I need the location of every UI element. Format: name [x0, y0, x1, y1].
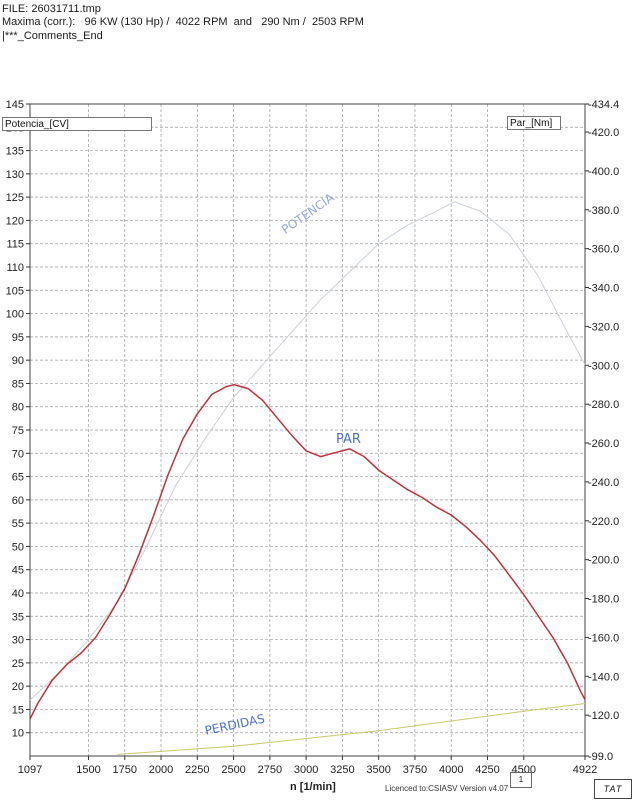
x-tick-label: 2250	[185, 764, 209, 776]
right-tick-label: -120.0	[588, 710, 619, 722]
right-tick-label: -420.0	[588, 127, 619, 139]
left-tick-label: 105	[6, 285, 24, 297]
x-tick-label: 2750	[258, 764, 282, 776]
x-tick-label: 1500	[76, 764, 100, 776]
right-tick-label: -300.0	[588, 360, 619, 372]
x-tick-label: 1750	[113, 764, 137, 776]
x-tick-label: 4922	[573, 764, 597, 776]
left-tick-label: 145	[6, 99, 24, 111]
left-axis-ticks: 10 15 20 25 30 35 40 45 50 55 60 65 70 75 80 85 90 95 100 1…	[6, 99, 30, 740]
left-tick-label: 110	[6, 262, 24, 274]
right-tick-label: -99.0	[588, 751, 613, 763]
left-tick-label: 65	[12, 472, 24, 484]
grid-lines	[29, 103, 586, 756]
x-tick-label: 4250	[475, 764, 499, 776]
left-tick-label: 40	[12, 588, 24, 600]
right-tick-label: -380.0	[588, 205, 619, 217]
x-tick-label: 3750	[403, 764, 427, 776]
right-tick-label: -400.0	[588, 166, 619, 178]
right-axis-ticks: -99.0 -120.0 -140.0 -160.0 -180.0 -200.0 -220.…	[585, 99, 619, 763]
left-tick-label: 60	[12, 495, 24, 507]
left-tick-label: 125	[6, 192, 24, 204]
left-tick-label: 30	[12, 635, 24, 647]
left-tick-label: 10	[12, 728, 24, 740]
left-tick-label: 135	[6, 146, 24, 158]
right-tick-label: -340.0	[588, 283, 619, 295]
x-tick-label: 2000	[149, 764, 173, 776]
legend-potencia: Potencia_[CV]	[2, 117, 152, 131]
right-tick-label: -200.0	[588, 555, 619, 567]
series-line-perdidas	[117, 703, 586, 755]
maxima-line: Maxima (corr.): 96 KW (130 Hp) / 4022 RP…	[2, 16, 364, 28]
left-tick-label: 55	[12, 518, 24, 530]
left-tick-label: 80	[12, 402, 24, 414]
left-tick-label: 115	[6, 239, 24, 251]
tat-logo: TAT	[594, 779, 632, 799]
series-line-par-nm	[29, 383, 586, 720]
right-tick-label: -320.0	[588, 321, 619, 333]
right-tick-label: -260.0	[588, 438, 619, 450]
left-tick-label: 120	[6, 215, 24, 227]
right-tick-label: -280.0	[588, 399, 619, 411]
comments-end-line: |***_Comments_End	[2, 30, 103, 42]
left-tick-label: 95	[12, 332, 24, 344]
left-tick-label: 25	[12, 658, 24, 670]
left-tick-label: 85	[12, 378, 24, 390]
x-tick-label: 3250	[330, 764, 354, 776]
annotation-par: PAR	[336, 432, 361, 447]
cursor-marker: 1	[510, 772, 532, 788]
left-tick-label: 20	[12, 681, 24, 693]
right-tick-label: -360.0	[588, 244, 619, 256]
x-tick-label: 3000	[294, 764, 318, 776]
right-tick-label: -240.0	[588, 477, 619, 489]
series-layer	[29, 201, 586, 755]
x-tick-label: 1097	[18, 764, 42, 776]
right-tick-label: -140.0	[588, 671, 619, 683]
left-tick-label: 15	[12, 704, 24, 716]
left-tick-label: 90	[12, 355, 24, 367]
x-axis-label: n [1/min]	[290, 781, 336, 793]
right-tick-label: -220.0	[588, 516, 619, 528]
x-tick-label: 3500	[366, 764, 390, 776]
file-name-line: FILE: 26031711.tmp	[2, 3, 101, 15]
right-tick-label: -434.4	[588, 99, 619, 111]
left-tick-label: 45	[12, 565, 24, 577]
left-tick-label: 130	[6, 169, 24, 181]
x-tick-label: 4000	[439, 764, 463, 776]
x-tick-label: 2500	[221, 764, 245, 776]
x-axis-ticks: 1097 1500 1750 2000 2250 2500 2750 3000 3250 3500…	[18, 756, 597, 776]
left-tick-label: 70	[12, 448, 24, 460]
left-tick-label: 50	[12, 541, 24, 553]
left-tick-label: 75	[12, 425, 24, 437]
left-tick-label: 100	[6, 309, 24, 321]
legend-par: Par_[Nm]	[507, 116, 561, 130]
right-tick-label: -160.0	[588, 632, 619, 644]
left-tick-label: 35	[12, 611, 24, 623]
x-tick-label: 4500	[512, 764, 536, 776]
licence-text: Licenced to:CSIASV Version v4.07	[385, 784, 509, 793]
right-tick-label: -180.0	[588, 594, 619, 606]
